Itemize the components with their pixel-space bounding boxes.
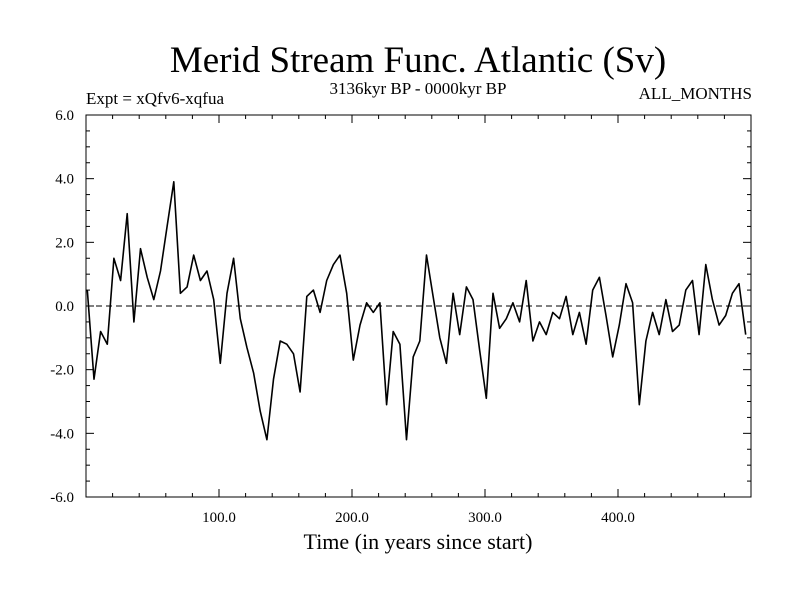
y-tick-label: 2.0: [55, 235, 74, 251]
y-tick-label: -6.0: [50, 490, 74, 506]
x-axis-label: Time (in years since start): [304, 529, 533, 554]
x-tick-label: 400.0: [601, 510, 635, 526]
x-tick-label: 200.0: [335, 510, 369, 526]
y-tick-label: 6.0: [55, 108, 74, 124]
y-tick-label: 4.0: [55, 172, 74, 188]
y-tick-label: -2.0: [50, 363, 74, 379]
months-label: ALL_MONTHS: [639, 84, 752, 103]
chart-title: Merid Stream Func. Atlantic (Sv): [170, 40, 666, 81]
y-tick-label: 0.0: [55, 299, 74, 315]
date-range-label: 3136kyr BP - 0000kyr BP: [330, 79, 507, 98]
data-series-line: [86, 181, 747, 441]
axis-ticks: [86, 114, 751, 498]
y-tick-label: -4.0: [50, 426, 74, 442]
x-tick-labels: 100.0 200.0 300.0 400.0: [202, 510, 635, 526]
experiment-label: Expt = xQfv6-xqfua: [86, 89, 224, 108]
x-tick-label: 300.0: [468, 510, 502, 526]
x-tick-label: 100.0: [202, 510, 236, 526]
y-tick-labels: -6.0 -4.0 -2.0 0.0 2.0 4.0 6.0: [50, 108, 74, 506]
